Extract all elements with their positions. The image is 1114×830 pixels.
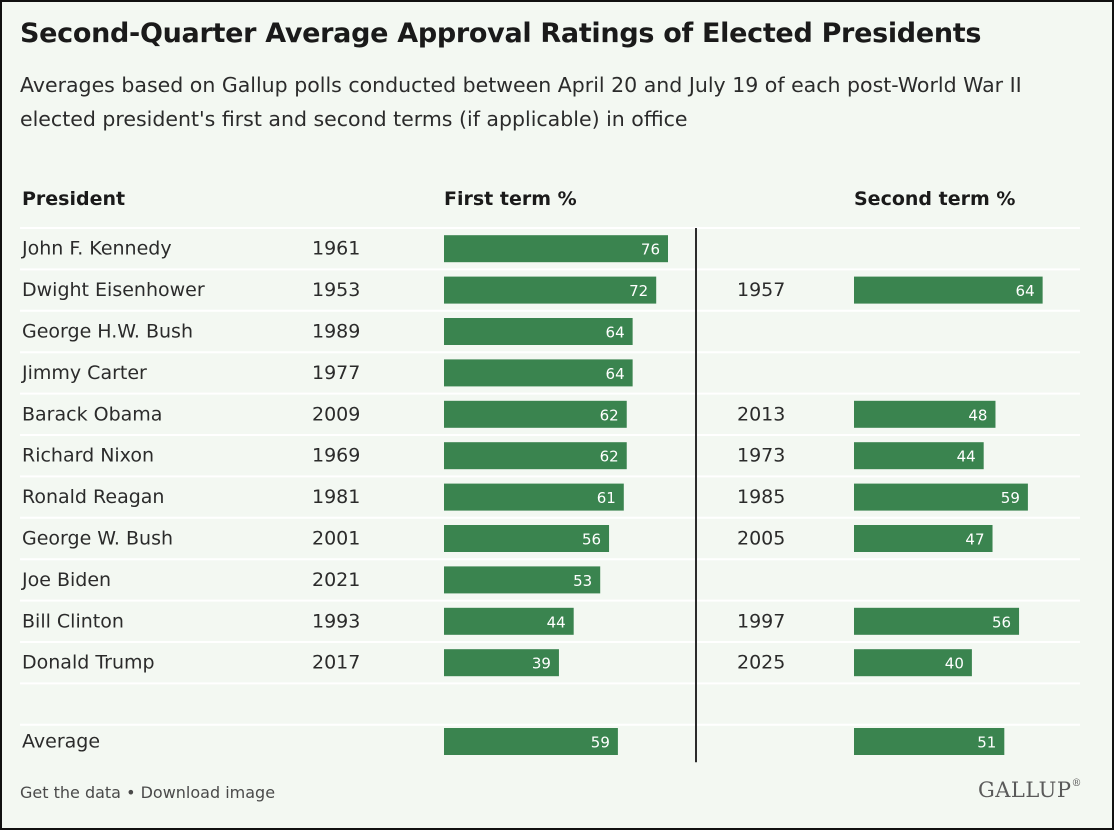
- chart-title: Second-Quarter Average Approval Ratings …: [20, 18, 982, 49]
- second-term-bar: [854, 483, 1028, 511]
- president-name: Donald Trump: [22, 652, 155, 674]
- first-term-bar: [444, 442, 627, 470]
- average-first-term-bar: [444, 728, 618, 755]
- second-term-bar-label: 59: [1001, 489, 1020, 507]
- second-term-bar: [854, 442, 984, 470]
- first-term-bar-label: 62: [600, 406, 619, 424]
- second-term-bar: [854, 649, 972, 677]
- first-term-year: 2009: [312, 403, 360, 425]
- average-second-term-bar-label: 51: [977, 734, 996, 752]
- first-term-bar: [444, 525, 610, 552]
- first-term-bar: [444, 483, 624, 511]
- average-second-term-bar: [854, 728, 1005, 755]
- second-term-bar-label: 56: [992, 613, 1011, 631]
- first-term-bar-label: 53: [573, 572, 592, 590]
- first-term-bar: [444, 359, 633, 387]
- first-term-year: 2017: [312, 652, 360, 674]
- second-term-year: 1997: [737, 610, 785, 632]
- second-term-bar-label: 48: [968, 406, 987, 424]
- president-name: Ronald Reagan: [22, 486, 164, 508]
- first-term-year: 1961: [312, 238, 360, 260]
- president-name: Dwight Eisenhower: [22, 279, 205, 301]
- second-term-year: 2013: [737, 403, 785, 425]
- first-term-year: 1989: [312, 321, 360, 343]
- president-name: Barack Obama: [22, 403, 162, 425]
- gallup-logo: GALLUP®: [977, 778, 1082, 802]
- second-term-bar-label: 47: [965, 531, 984, 549]
- president-name: John F. Kennedy: [21, 238, 172, 260]
- first-term-bar-label: 56: [582, 531, 601, 549]
- chart-subtitle: Averages based on Gallup polls conducted…: [20, 73, 1022, 131]
- president-name: George W. Bush: [22, 528, 173, 550]
- president-name: Bill Clinton: [22, 610, 124, 632]
- second-term-year: 2025: [737, 652, 785, 674]
- first-term-bar: [444, 607, 574, 635]
- president-name: Joe Biden: [21, 569, 111, 591]
- first-term-bar: [444, 235, 668, 263]
- first-term-bar: [444, 276, 657, 304]
- first-term-bar-label: 62: [600, 448, 619, 466]
- second-term-bar: [854, 607, 1020, 635]
- average-label: Average: [22, 731, 100, 753]
- header-second-term: Second term %: [854, 188, 1016, 210]
- footer-separator: •: [120, 783, 141, 802]
- first-term-bar: [444, 318, 633, 345]
- second-term-bar-label: 64: [1016, 282, 1035, 300]
- second-term-year: 1985: [737, 486, 785, 508]
- president-name: Jimmy Carter: [21, 362, 147, 384]
- first-term-bar-label: 64: [606, 324, 625, 342]
- first-term-bar-label: 64: [606, 365, 625, 383]
- second-term-bar-label: 44: [957, 448, 976, 466]
- first-term-bar: [444, 649, 559, 677]
- first-term-year: 1981: [312, 486, 360, 508]
- download-image-link[interactable]: Download image: [140, 783, 276, 802]
- first-term-year: 1977: [312, 362, 360, 384]
- first-term-year: 2021: [312, 569, 360, 591]
- second-term-bar-label: 40: [945, 655, 964, 673]
- second-term-year: 1957: [737, 279, 785, 301]
- first-term-bar-label: 72: [629, 282, 648, 300]
- first-term-year: 1993: [312, 610, 360, 632]
- first-term-bar-label: 76: [641, 241, 660, 259]
- first-term-year: 1969: [312, 445, 360, 467]
- average-first-term-bar-label: 59: [591, 734, 610, 752]
- header-president: President: [22, 188, 126, 210]
- first-term-year: 2001: [312, 528, 360, 550]
- first-term-bar: [444, 566, 601, 594]
- first-term-bar: [444, 400, 627, 428]
- president-name: George H.W. Bush: [22, 321, 193, 343]
- second-term-bar: [854, 525, 993, 552]
- president-name: Richard Nixon: [22, 445, 154, 467]
- footer-links: Get the data • Download image: [20, 783, 275, 802]
- header-first-term: First term %: [444, 188, 577, 210]
- get-data-link[interactable]: Get the data: [20, 783, 121, 802]
- first-term-bar-label: 61: [597, 489, 616, 507]
- second-term-bar: [854, 400, 996, 428]
- first-term-year: 1953: [312, 279, 360, 301]
- second-term-bar: [854, 276, 1043, 304]
- second-term-year: 2005: [737, 528, 785, 550]
- first-term-bar-label: 39: [532, 655, 551, 673]
- second-term-year: 1973: [737, 445, 785, 467]
- first-term-bar-label: 44: [547, 613, 566, 631]
